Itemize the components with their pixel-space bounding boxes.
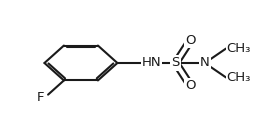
Text: HN: HN bbox=[141, 56, 161, 70]
Text: F: F bbox=[37, 91, 44, 104]
Text: CH₃: CH₃ bbox=[226, 71, 250, 84]
Text: CH₃: CH₃ bbox=[226, 42, 250, 55]
Text: S: S bbox=[171, 56, 179, 70]
Text: O: O bbox=[184, 34, 195, 47]
Text: O: O bbox=[184, 79, 195, 92]
Text: N: N bbox=[199, 56, 209, 70]
